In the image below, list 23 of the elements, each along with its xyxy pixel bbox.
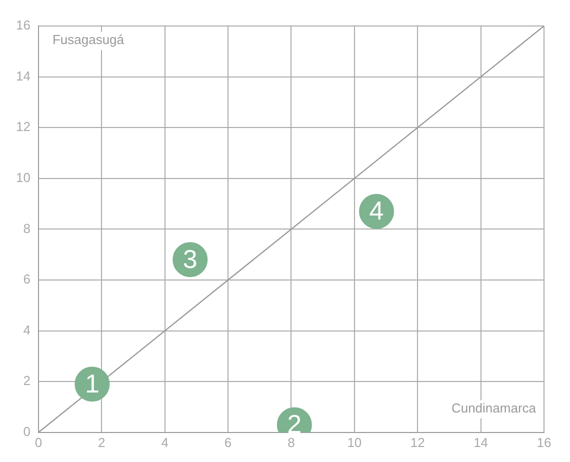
x-tick-label: 8 <box>288 434 295 450</box>
y-tick-label: 14 <box>16 68 30 84</box>
y-tick-label: 4 <box>23 322 30 338</box>
y-tick-label: 2 <box>23 373 30 388</box>
x-tick-label: 4 <box>161 434 168 450</box>
x-tick-label: 16 <box>536 434 552 450</box>
y-tick-label: 6 <box>23 272 30 287</box>
annotation: 3 <box>182 244 198 274</box>
x-tick-label: 10 <box>347 434 362 450</box>
x-tick-label: 0 <box>34 434 42 450</box>
annotation: 4 <box>369 196 384 226</box>
y-tick-label: 8 <box>23 220 30 236</box>
y-axis-title: Fusagasugá <box>52 32 125 48</box>
x-tick-label: 12 <box>410 434 425 450</box>
annotation: 1 <box>84 368 100 398</box>
y-tick-label: 12 <box>16 119 30 134</box>
y-tick-label: 16 <box>16 18 30 33</box>
x-tick-label: 2 <box>98 434 106 450</box>
y-tick-label: 10 <box>16 170 30 185</box>
x-tick-label: 14 <box>474 434 488 450</box>
x-axis-title: Cundinamarca <box>451 400 537 416</box>
x-tick-label: 6 <box>224 434 232 450</box>
y-tick-label: 0 <box>23 424 30 439</box>
